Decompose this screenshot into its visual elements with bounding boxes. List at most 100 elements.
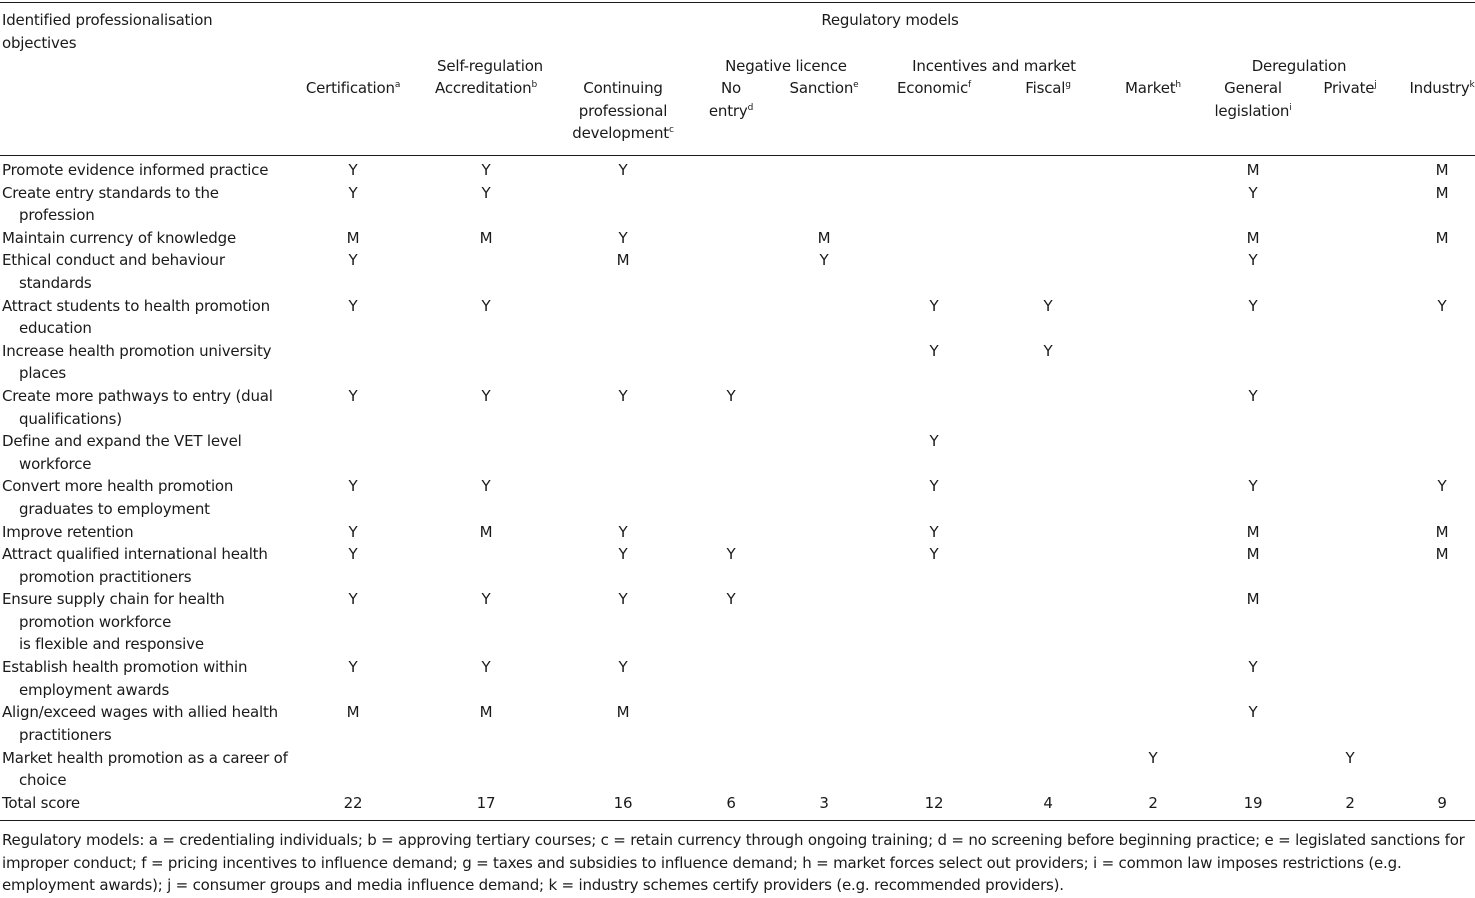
table-cell: Y [726,545,736,564]
total-score-cell: 16 [613,793,633,812]
row-label-line: Define and expand the VET level [2,432,242,451]
table-cell: M [616,251,630,270]
table-cell: Y [726,387,736,405]
table-cell: Y [348,658,358,677]
column-header-market: Marketh [1125,77,1181,99]
table-row-label: Create more pathways to entry (dual quali… [2,385,273,430]
row-label-line: Create entry standards to the [2,183,219,202]
table-cell: Y [1148,748,1158,767]
table-cell: Y [618,387,628,405]
row-label-line: Improve retention [2,522,134,541]
table-cell: Y [1248,251,1258,270]
table-cell: M [1246,228,1260,247]
table-cell: Y [481,477,491,496]
group-self-regulation: Self-regulation [437,57,543,75]
column-header-text: Fiscal [1025,79,1066,97]
column-header-footnote-marker: i [1289,102,1292,113]
column-header-text: Certification [305,79,395,97]
table-row-label: Maintain currency of knowledge [2,227,236,250]
table-cell: M [479,522,493,541]
row-label-line: Align/exceed wages with allied health [2,703,278,722]
table-cell: Y [348,477,358,496]
header-rule [0,155,1475,156]
table-cell: Y [726,590,736,609]
column-header-text: General [1224,79,1282,97]
row-label-line: Create more pathways to entry (dual [2,387,273,405]
table-cell: Y [929,432,939,451]
table-cell: M [1435,522,1449,541]
regulatory-models-header: Regulatory models [821,11,959,29]
table-cell: Y [1437,296,1447,315]
table-cell: Y [1437,477,1447,496]
total-score-cell: 22 [343,793,363,812]
table-row-label: Increase health promotion university plac… [2,340,272,385]
table-cell: Y [348,387,358,405]
row-label-line: promotion workforce [19,612,172,631]
table-cell: M [1246,590,1260,609]
column-header-industry: Industryk [1409,77,1474,99]
table-cell: M [1435,161,1449,179]
column-header-certification: Certificationa [306,77,400,99]
table-cell: Y [618,590,628,609]
row-label-line: Promote evidence informed practice [2,161,269,179]
column-header-accreditation: Accreditationb [435,77,537,99]
table-cell: M [1435,183,1449,202]
table-row-label: Convert more health promotion graduates t… [2,475,233,520]
table-row-label: Promote evidence informed practice [2,159,268,182]
table-row-label: Establish health promotion within employm… [2,656,247,701]
column-header-private: Privatej [1323,77,1376,99]
row-label-line: Ethical conduct and behaviour [2,251,225,270]
column-header-footnote-marker: h [1175,80,1181,90]
table-cell: Y [348,183,358,202]
table-cell: Y [1248,387,1258,405]
column-header-text: entry [708,101,748,120]
table-cell: Y [1043,341,1053,360]
row-label-line: Convert more health promotion [2,477,234,496]
column-header-cpd: developmentc [572,122,674,144]
table-cell: Y [618,545,628,564]
column-header-footnote-marker: c [669,125,674,135]
table-row-label: Attract qualified international health pr… [2,543,268,588]
table-cell: Y [1248,658,1258,677]
table-row-label: Market health promotion as a career of ch… [2,747,288,792]
column-header-cpd: professional [579,100,668,122]
column-header-text: Continuing [583,79,663,97]
column-header-text: Economic [897,79,969,97]
column-header-text: Industry [1409,79,1470,97]
table-cell: Y [1248,703,1258,722]
table-cell: M [346,228,360,247]
column-header-cpd: Continuing [583,77,663,99]
row-label-line: standards [19,273,92,292]
column-header-sanction: Sanctione [790,77,859,99]
table-cell: M [817,228,831,247]
row-label-line: Market health promotion as a career of [2,748,288,767]
table-cell: M [1246,522,1260,541]
table-cell: Y [929,545,939,564]
row-label-line: Attract qualified international health [2,545,268,564]
table-cell: Y [348,161,358,179]
table-cell: M [1246,545,1260,564]
table-cell: Y [1248,296,1258,315]
column-header-footnote-marker: f [968,80,971,90]
group-negative-licence: Negative licence [725,57,847,75]
table-cell: Y [348,296,358,315]
column-header-text: development [572,124,670,142]
column-header-text: No [721,79,741,97]
table-cell: M [479,703,493,722]
row-label-line: Establish health promotion within [2,658,248,677]
column-header-no-entry: No [721,77,741,99]
objectives-column-header: Identified professionalisation objectives [2,9,213,55]
table-cell: Y [1248,477,1258,496]
table-cell: Y [481,590,491,609]
table-cell: Y [618,228,628,247]
row-label-line: employment awards [19,680,170,699]
objectives-label-line: Identified professionalisation [2,11,213,29]
table-cell: Y [348,545,358,564]
column-header-text: legislation [1214,101,1290,120]
row-label-line: qualifications) [19,409,122,428]
table-cell: Y [1248,183,1258,202]
table-row-label: Align/exceed wages with allied health pra… [2,701,278,746]
column-header-footnote-marker: a [394,80,401,90]
table-cell: Y [481,183,491,202]
objectives-label-line: objectives [2,34,77,52]
